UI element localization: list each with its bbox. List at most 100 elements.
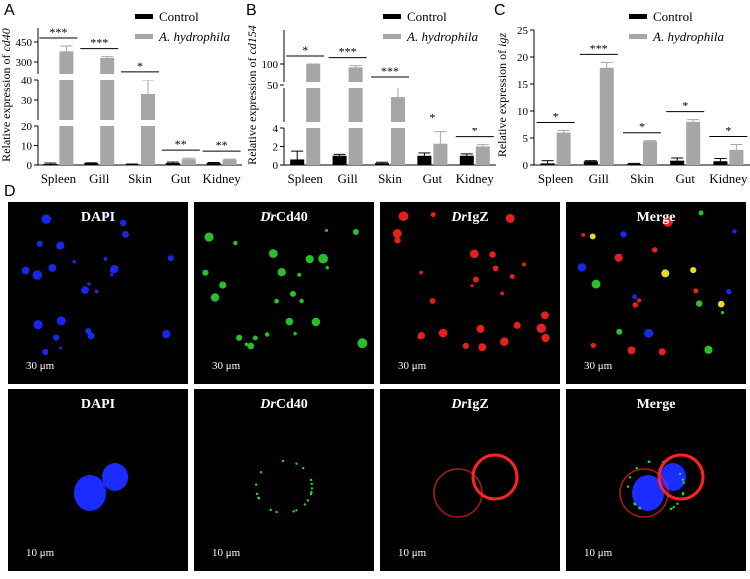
significance-marker: * [472, 124, 478, 138]
cell-spot [109, 272, 114, 277]
significance-marker: * [553, 109, 559, 123]
nucleus [74, 475, 106, 511]
x-tick-label: Spleen [288, 171, 324, 186]
bar-control [417, 155, 432, 165]
cell-spot [658, 348, 666, 356]
igz-membrane [433, 468, 483, 518]
cell-spot [48, 263, 57, 272]
cd40-spot [281, 459, 285, 463]
cell-spot [717, 300, 725, 308]
y-tick-label: 5 [523, 133, 529, 145]
cd40-spot [678, 472, 682, 476]
bar-treated [391, 97, 405, 165]
cell-spot [438, 328, 448, 338]
micrograph-merge-overview: Merge 30 μm [566, 202, 746, 384]
cd40-spot [255, 492, 259, 496]
cell-spot [299, 298, 304, 304]
bar-treated [643, 141, 657, 165]
chart-igz: 0 5 10 15 20 25 Relative expression of igz * Spl… [495, 9, 750, 186]
scale-bar-label: 10 μm [584, 547, 613, 559]
bar-treated [100, 58, 115, 165]
x-tick-label: Skin [630, 171, 654, 186]
cd40-spot [309, 478, 313, 482]
cd40-spot [306, 499, 310, 502]
cell-spot [478, 343, 487, 352]
cd40-spot [635, 466, 638, 470]
cell-spot [398, 211, 409, 222]
cell-spot [357, 338, 368, 349]
bar-control [43, 164, 58, 165]
channel-label: DrCd40 [260, 397, 308, 412]
axis-break-gap [285, 82, 497, 88]
cell-spot [162, 330, 171, 339]
micrograph-cd40-closeup: DrCd40 10 μm [194, 389, 374, 571]
channel-label: DrCd40 [260, 210, 308, 225]
cell-spot [268, 211, 272, 215]
y-tick-label: 10 [517, 106, 529, 118]
legend-label-treated: A. hydrophila [158, 29, 231, 44]
cell-spot [268, 249, 278, 258]
bar-control [627, 163, 641, 165]
y-tick-label: 2 [273, 142, 279, 154]
cell-spot [87, 332, 95, 340]
cell-spot [419, 270, 423, 275]
nucleus [660, 463, 686, 491]
bar-control [670, 160, 685, 165]
y-tick-label: 30 [21, 95, 33, 107]
cd40-spot [682, 491, 685, 495]
significance-marker: *** [339, 45, 357, 59]
y-tick-label: 0 [523, 160, 529, 172]
panel-label-b: B [246, 2, 257, 19]
cd40-spot [310, 490, 313, 494]
x-tick-label: Gut [423, 171, 443, 186]
y-tick-label: 0 [273, 160, 279, 172]
cell-spot [219, 281, 227, 289]
cell-spot [32, 270, 43, 280]
cell-spot [53, 334, 60, 341]
cell-spot [311, 317, 321, 327]
micrograph-dapi-closeup: DAPI 10 μm [8, 389, 188, 571]
channel-label: DrIgZ [451, 210, 489, 225]
cell-spot [620, 231, 627, 238]
cd40-spot [670, 507, 673, 510]
cell-spot [500, 337, 509, 346]
cell-spot [42, 348, 49, 356]
igz-membrane [657, 453, 705, 501]
cd40-spot [303, 503, 306, 506]
axis-break-gap [285, 122, 497, 128]
x-tick-label: Gut [675, 171, 695, 186]
cell-spot [462, 342, 469, 349]
x-tick-label: Skin [128, 171, 152, 186]
cell-spot [247, 342, 255, 350]
cell-spot [122, 230, 129, 238]
bar-control [583, 161, 598, 165]
axis-break-gap [39, 120, 243, 126]
cell-spot [325, 266, 329, 270]
y-tick-label: 4 [273, 123, 279, 135]
bar-treated [348, 67, 363, 165]
cell-spot [202, 269, 209, 276]
cell-spot [264, 332, 270, 337]
micrograph-image [577, 210, 737, 356]
legend-swatch-control [383, 14, 401, 19]
channel-label: Merge [636, 210, 676, 225]
cd40-spot [295, 462, 298, 465]
micrograph-igz-closeup: DrIgZ 10 μm [380, 389, 560, 571]
y-tick-label: 0 [27, 160, 33, 172]
bar-treated [222, 159, 237, 165]
cell-spot [704, 345, 713, 354]
cell-spot [690, 266, 697, 274]
cd40-spot [676, 502, 679, 505]
cell-spot [489, 251, 496, 258]
significance-marker: *** [381, 64, 399, 78]
cd40-spot [302, 466, 305, 470]
cell-spot [614, 253, 623, 262]
bar-control [459, 155, 474, 165]
x-tick-label: Gut [171, 171, 191, 186]
cell-spot [285, 317, 294, 326]
cell-spot [505, 213, 515, 223]
cell-spot [581, 232, 586, 237]
cell-spot [541, 311, 549, 320]
